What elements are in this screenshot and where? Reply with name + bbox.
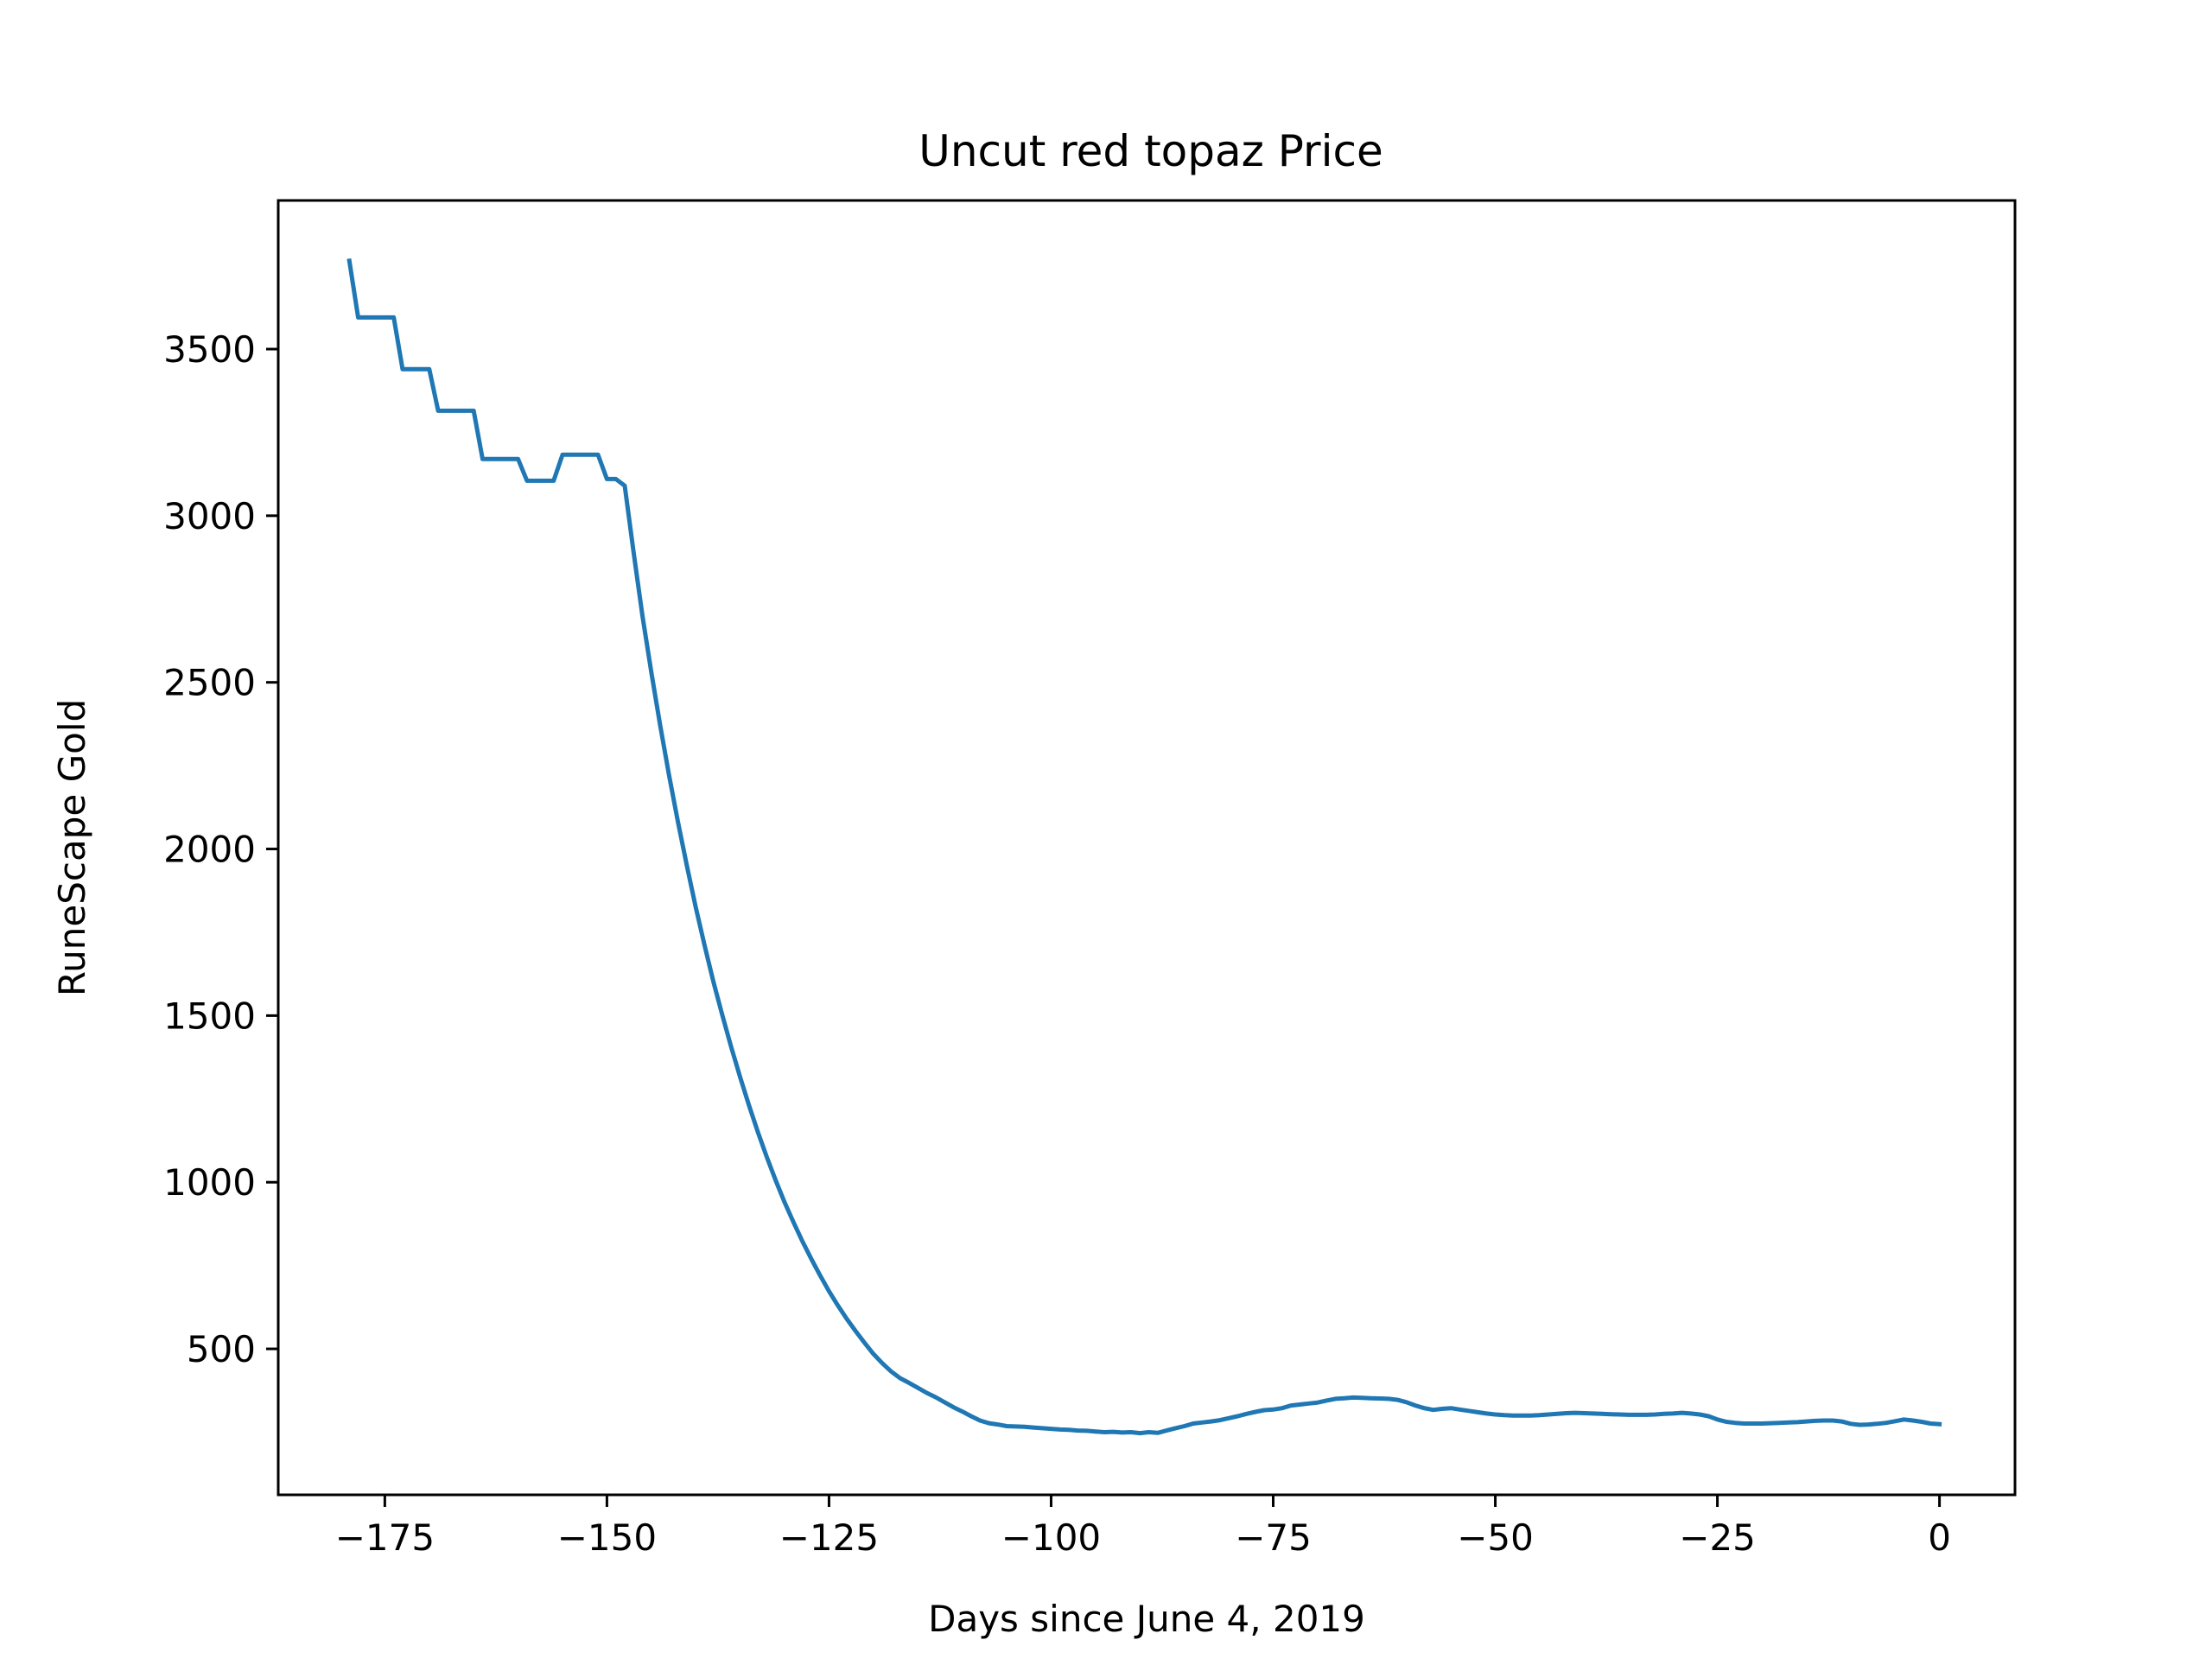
x-tick-label: −150 bbox=[557, 1516, 657, 1559]
y-axis: 500 1000 1500 2000 2500 3000 3500 bbox=[163, 328, 278, 1370]
y-tick-label: 2000 bbox=[163, 829, 256, 871]
x-axis: −175 −150 −125 −100 −75 −50 −25 0 bbox=[335, 1495, 1951, 1559]
price-series-line bbox=[346, 257, 1942, 1436]
x-tick-label: −100 bbox=[1001, 1516, 1101, 1559]
x-tick-label: −50 bbox=[1457, 1516, 1534, 1559]
plot-frame bbox=[276, 199, 2017, 1497]
x-tick-label: −25 bbox=[1679, 1516, 1756, 1559]
x-tick-label: 0 bbox=[1928, 1516, 1951, 1559]
y-tick-label: 2500 bbox=[163, 662, 256, 704]
x-axis-title: Days since June 4, 2019 bbox=[928, 1598, 1365, 1640]
x-tick-label: −125 bbox=[779, 1516, 879, 1559]
y-tick-label: 500 bbox=[187, 1328, 256, 1370]
x-tick-label: −75 bbox=[1235, 1516, 1312, 1559]
plot-area bbox=[346, 257, 1942, 1436]
y-tick-label: 3000 bbox=[163, 495, 256, 537]
chart-title: Uncut red topaz Price bbox=[918, 126, 1383, 176]
y-tick-label: 1000 bbox=[163, 1161, 256, 1204]
y-tick-label: 1500 bbox=[163, 995, 256, 1037]
y-axis-title: RuneScape Gold bbox=[51, 699, 93, 996]
y-tick-label: 3500 bbox=[163, 328, 256, 371]
x-tick-label: −175 bbox=[335, 1516, 435, 1559]
